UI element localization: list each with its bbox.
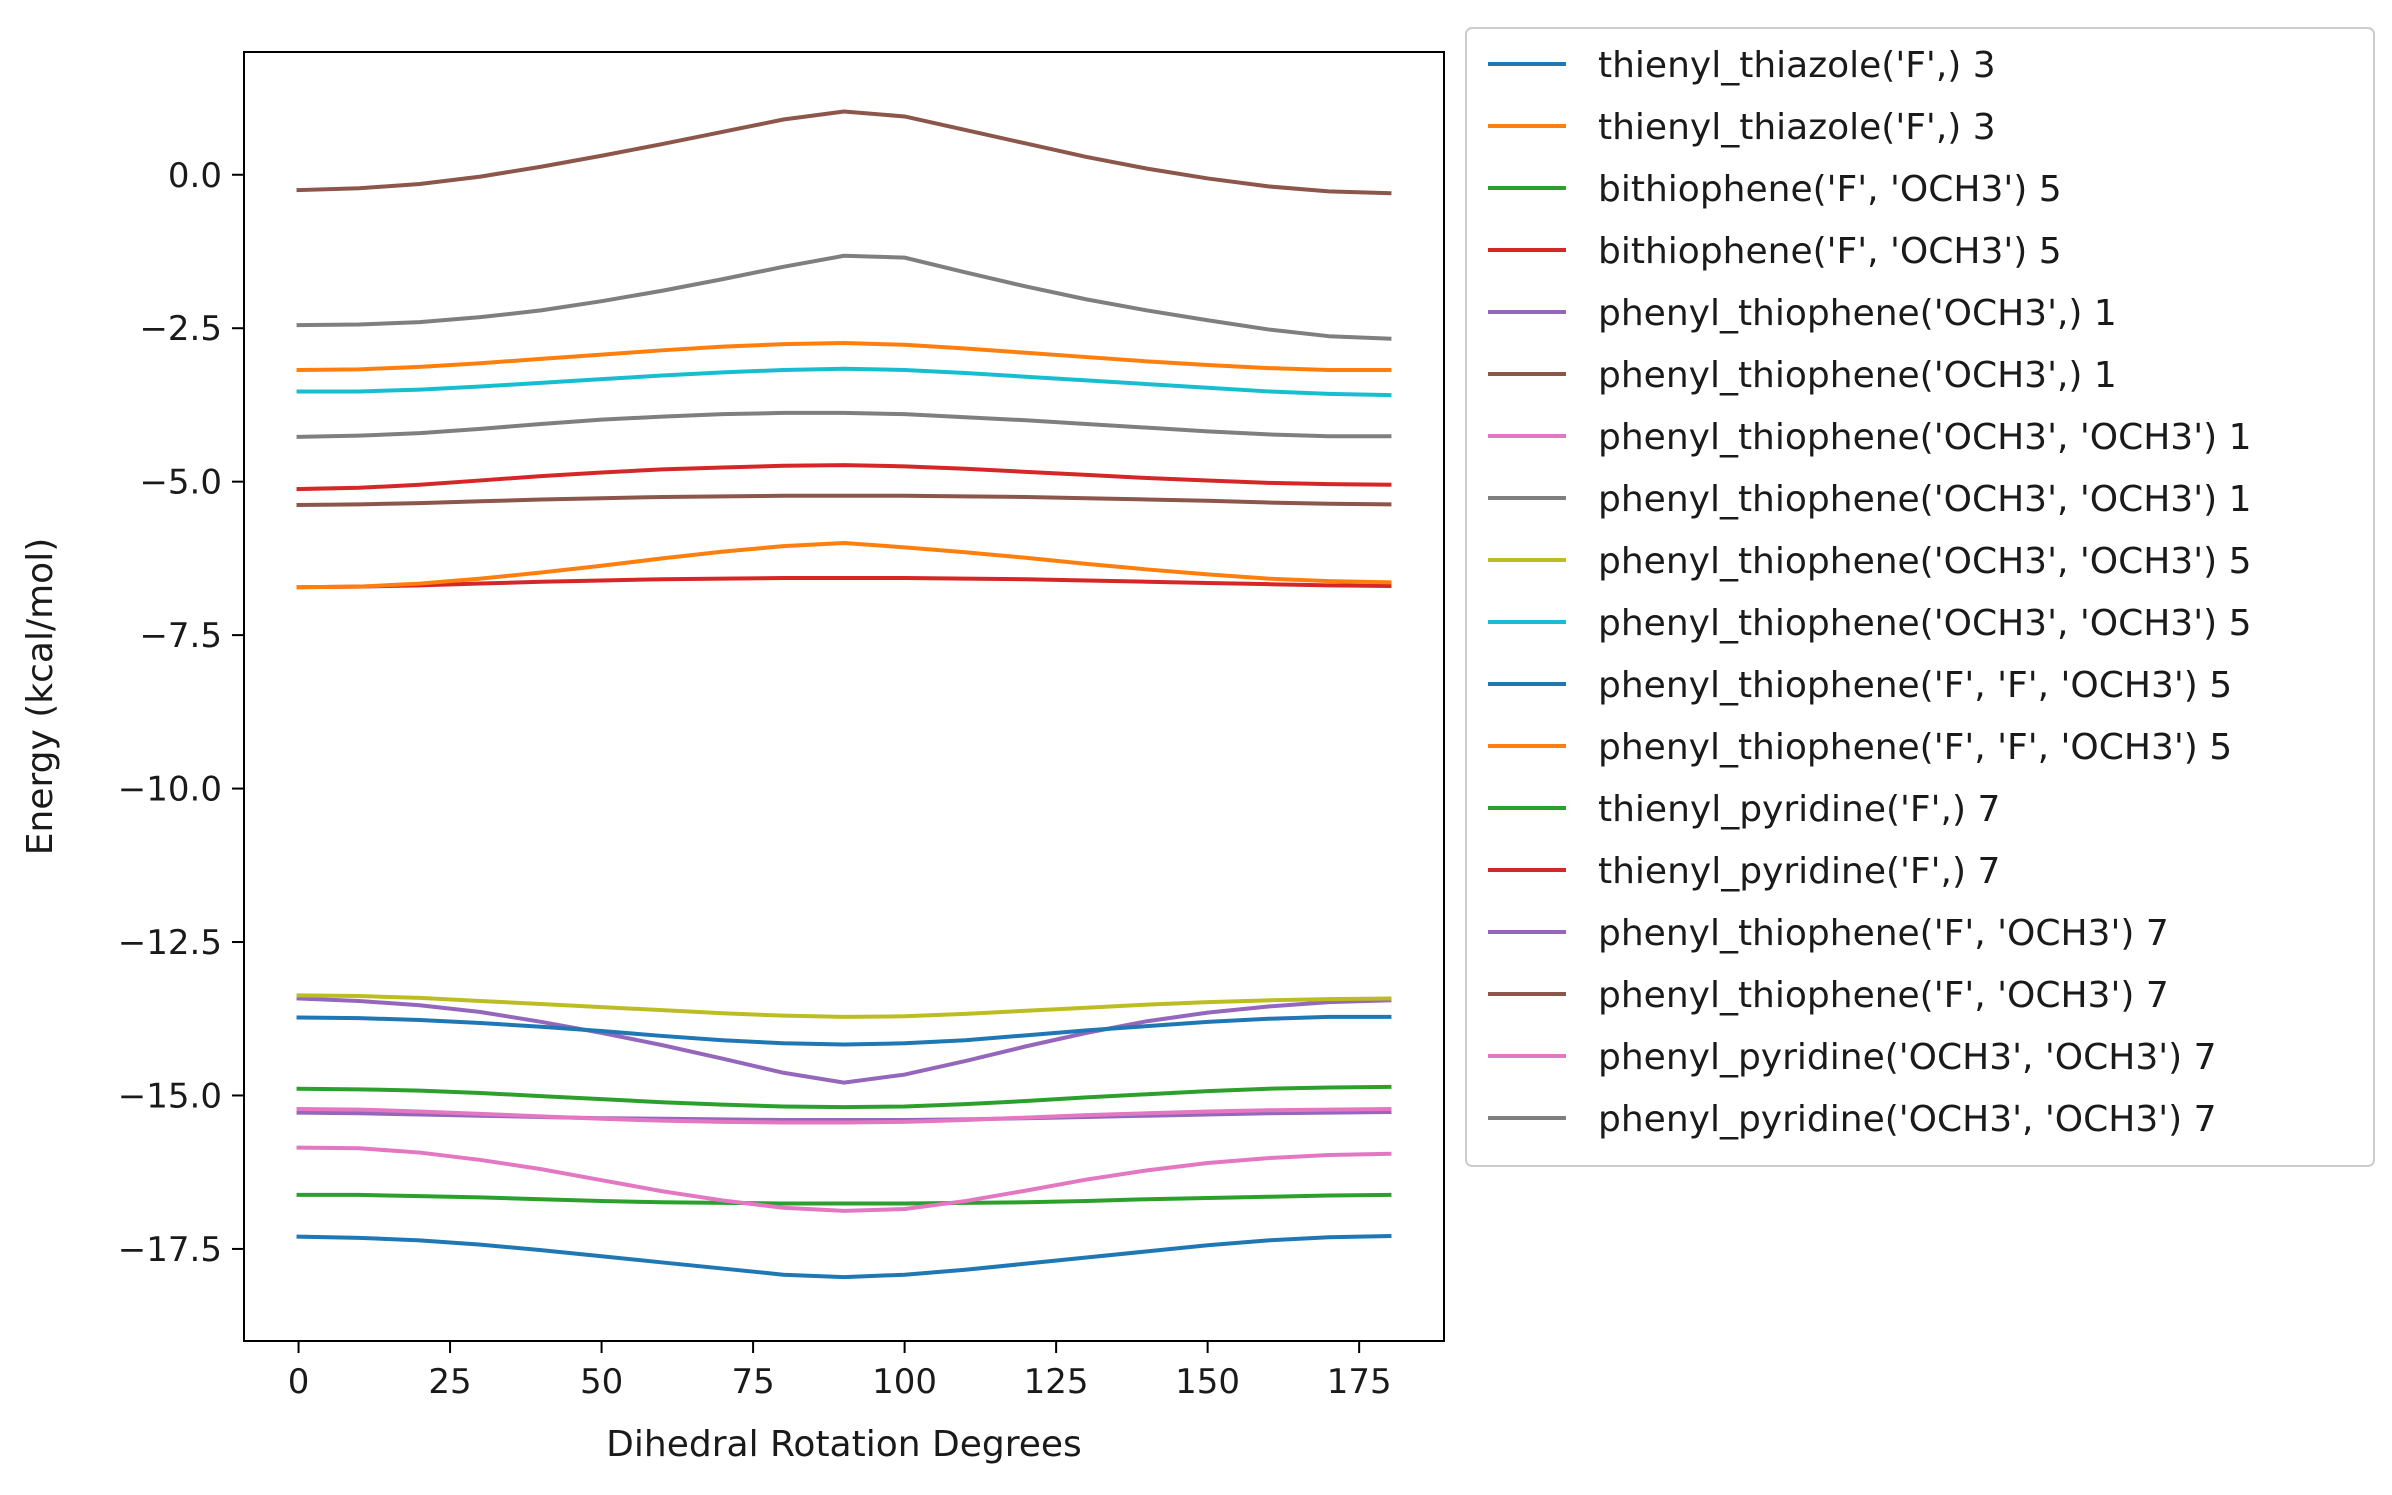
x-axis-title: Dihedral Rotation Degrees: [606, 1424, 1082, 1465]
series-line-7: [296, 1145, 1392, 1213]
series-line-16: [296, 493, 1392, 508]
x-tick-label: 75: [731, 1362, 774, 1402]
series-line-18: [296, 410, 1392, 439]
x-tick-label: 50: [580, 1362, 623, 1402]
series-line-12: [296, 541, 1392, 590]
legend-label-5: phenyl_thiophene('OCH3',) 1: [1598, 293, 2117, 334]
series-layer: [296, 109, 1392, 1280]
x-tick-label: 25: [428, 1362, 471, 1402]
legend-label-1: thienyl_thiazole('F',) 3: [1598, 45, 1996, 86]
legend-frame: [1465, 27, 2375, 1167]
legend: thienyl_thiazole('F',) 3 thienyl_thiazole…: [1465, 27, 2375, 1167]
legend-label-4: bithiophene('F', 'OCH3') 5: [1598, 231, 2062, 272]
legend-label-8: phenyl_thiophene('OCH3', 'OCH3') 1: [1598, 479, 2251, 520]
series-line-4: [296, 576, 1392, 590]
legend-label-6: phenyl_thiophene('OCH3',) 1: [1598, 355, 2117, 396]
legend-label-9: phenyl_thiophene('OCH3', 'OCH3') 5: [1598, 541, 2251, 582]
series-line-5: [296, 996, 1392, 1085]
legend-label-18: phenyl_pyridine('OCH3', 'OCH3') 7: [1598, 1099, 2217, 1140]
legend-label-7: phenyl_thiophene('OCH3', 'OCH3') 1: [1598, 417, 2251, 458]
series-line-9: [296, 993, 1392, 1019]
legend-label-17: phenyl_pyridine('OCH3', 'OCH3') 7: [1598, 1037, 2217, 1078]
plot-frame: [243, 51, 1445, 1342]
y-tick-label: −12.5: [118, 923, 222, 963]
x-tick-label: 125: [1024, 1362, 1089, 1402]
legend-label-2: thienyl_thiazole('F',) 3: [1598, 107, 1996, 148]
legend-label-11: phenyl_thiophene('F', 'F', 'OCH3') 5: [1598, 665, 2232, 706]
series-line-2: [296, 340, 1392, 372]
x-axis: 0 25 50 75 100 125 150 175: [288, 1341, 1392, 1402]
x-tick-label: 100: [872, 1362, 937, 1402]
series-line-6: [296, 109, 1392, 196]
x-tick-label: 175: [1327, 1362, 1392, 1402]
series-line-8: [296, 253, 1392, 341]
series-line-13: [296, 1084, 1392, 1110]
x-tick-label: 0: [288, 1362, 310, 1402]
y-tick-label: 0.0: [168, 156, 222, 196]
series-line-10: [296, 366, 1392, 398]
legend-label-12: phenyl_thiophene('F', 'F', 'OCH3') 5: [1598, 727, 2232, 768]
series-line-17: [296, 1106, 1392, 1125]
legend-label-14: thienyl_pyridine('F',) 7: [1598, 851, 2000, 892]
y-tick-label: −17.5: [118, 1230, 222, 1270]
series-line-14: [296, 463, 1392, 492]
legend-label-10: phenyl_thiophene('OCH3', 'OCH3') 5: [1598, 603, 2251, 644]
legend-label-3: bithiophene('F', 'OCH3') 5: [1598, 169, 2062, 210]
x-tick-label: 150: [1175, 1362, 1240, 1402]
y-tick-label: −10.0: [118, 770, 222, 810]
legend-label-13: thienyl_pyridine('F',) 7: [1598, 789, 2000, 830]
series-line-3: [296, 1192, 1392, 1206]
y-tick-label: −15.0: [118, 1076, 222, 1116]
series-line-1: [296, 1233, 1392, 1280]
y-axis-title: Energy (kcal/mol): [20, 538, 61, 856]
y-axis: 0.0 −2.5 −5.0 −7.5 −10.0 −12.5 −15.0 −17.5: [118, 156, 244, 1270]
y-tick-label: −5.0: [139, 463, 222, 503]
series-line-11: [296, 1014, 1392, 1047]
y-tick-label: −2.5: [139, 309, 222, 349]
legend-label-15: phenyl_thiophene('F', 'OCH3') 7: [1598, 913, 2169, 954]
legend-label-16: phenyl_thiophene('F', 'OCH3') 7: [1598, 975, 2169, 1016]
y-tick-label: −7.5: [139, 616, 222, 656]
